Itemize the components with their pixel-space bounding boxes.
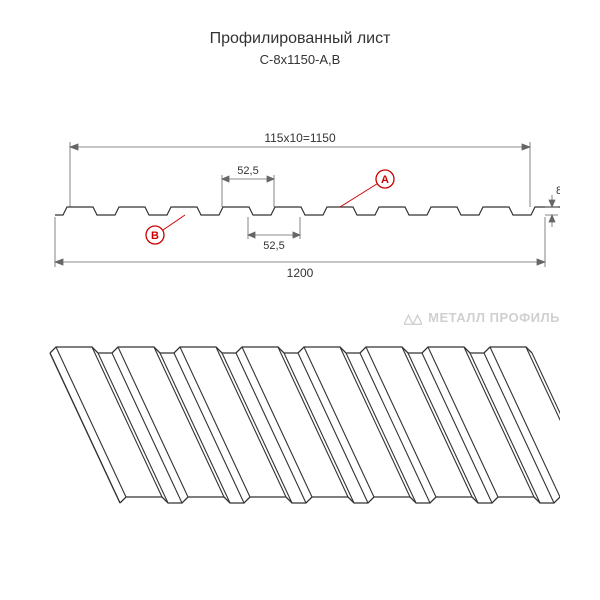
svg-text:B: B bbox=[151, 230, 159, 242]
dim-total-width: 1200 bbox=[287, 266, 314, 280]
title: Профилированный лист bbox=[40, 30, 560, 48]
marker-b: B bbox=[146, 215, 185, 244]
watermark: МЕТАЛЛ ПРОФИЛЬ bbox=[404, 310, 560, 325]
dim-pitch-bottom: 52,5 bbox=[263, 240, 284, 252]
profile-cross-section: 115х10=1150 52,5 52,5 bbox=[40, 117, 560, 297]
perspective-view bbox=[40, 337, 560, 537]
svg-text:A: A bbox=[381, 174, 389, 186]
dim-top-width: 115х10=1150 bbox=[264, 131, 336, 145]
dim-height: 8 bbox=[556, 185, 560, 197]
watermark-icon bbox=[404, 311, 422, 325]
dim-pitch-top: 52,5 bbox=[237, 165, 258, 177]
marker-a: A bbox=[340, 170, 394, 207]
subtitle: С-8х1150-А,В bbox=[40, 52, 560, 67]
